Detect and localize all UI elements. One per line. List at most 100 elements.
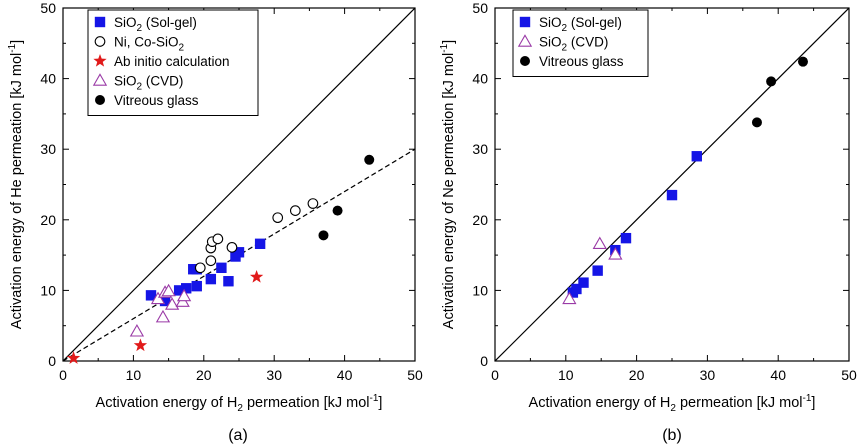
y-label-sup: -1 [7, 43, 18, 52]
parity-line [63, 8, 415, 361]
legend-marker [95, 95, 105, 105]
legend-marker [520, 56, 530, 66]
parity-line [495, 8, 849, 361]
legend-label: Vitreous glass [539, 54, 624, 69]
legend-label-sub: 2 [179, 43, 185, 54]
data-point [164, 297, 180, 310]
data-point [205, 255, 217, 267]
data-point [364, 154, 375, 165]
series-circle-open [194, 198, 319, 274]
x-label-sub: 2 [237, 403, 243, 414]
data-point [254, 238, 266, 250]
legend-marker [517, 34, 533, 47]
y-tick-label: 50 [40, 0, 56, 16]
data-point [216, 262, 227, 274]
legend-marker [519, 16, 531, 28]
x-tick-label: 40 [770, 367, 786, 383]
data-point [226, 241, 238, 253]
data-point [133, 338, 148, 352]
data-point [578, 277, 589, 288]
data-point [161, 283, 176, 297]
y-tick-label: 30 [472, 141, 488, 157]
data-point [181, 283, 192, 294]
legend-label-text: Ni, Co-SiO [114, 35, 179, 50]
legend-box [87, 9, 259, 116]
legend-label-rest: (CVD) [567, 35, 608, 50]
data-point [289, 205, 301, 216]
x-label-sup: -1 [803, 393, 812, 404]
data-point [205, 273, 217, 285]
legend-label: SiO2 (CVD) [114, 74, 183, 93]
legend-label: SiO2 (Sol-gel) [114, 15, 197, 34]
legend-label: SiO2 (Sol-gel) [539, 15, 622, 34]
data-point [751, 117, 762, 128]
data-point [592, 236, 607, 250]
legend-label-sub: 2 [137, 23, 143, 34]
x-label-end: ] [378, 395, 382, 411]
data-point [212, 233, 224, 245]
x-tick-label: 20 [196, 367, 212, 383]
legend-label-text: Ab initio calculation [114, 54, 230, 69]
y-label-sup: -1 [439, 43, 450, 52]
x-axis-label: Activation energy of H2 permeation [kJ m… [96, 393, 383, 414]
x-tick-label: 50 [407, 367, 423, 383]
y-tick-label: 20 [472, 212, 488, 228]
x-label-main: Activation energy of H [96, 395, 238, 411]
data-point [233, 247, 245, 258]
legend-marker [94, 36, 106, 47]
data-point [150, 291, 166, 305]
x-tick-label: 30 [266, 367, 282, 383]
y-tick-label: 50 [472, 0, 488, 16]
x-axis-label: Activation energy of H2 permeation [kJ m… [529, 393, 816, 414]
x-label-rest: permeation [kJ mol [676, 395, 803, 411]
legend-label: SiO2 (CVD) [539, 35, 608, 54]
series-star-filled [66, 269, 264, 364]
legend-label-text: SiO [114, 15, 137, 30]
y-tick-label: 0 [480, 353, 488, 369]
y-axis-label: Activation energy of Ne permeation [kJ m… [439, 40, 457, 329]
panel-caption: (a) [228, 427, 248, 444]
data-point [223, 276, 234, 287]
series-triangle-open [562, 236, 623, 305]
data-point [766, 76, 777, 87]
legend-label-text: SiO [114, 74, 137, 89]
y-tick-label: 0 [48, 353, 56, 369]
y-tick-label: 40 [472, 71, 488, 87]
x-tick-label: 20 [629, 367, 645, 383]
data-point [562, 291, 577, 305]
legend-label-text: SiO [539, 35, 562, 50]
legend-label-sub: 2 [562, 43, 568, 54]
legend-label: Ni, Co-SiO2 [114, 35, 185, 54]
data-point [592, 265, 603, 276]
legend-label: Ab initio calculation [114, 54, 230, 69]
legend-marker [94, 16, 106, 28]
legend-label-sub: 2 [562, 23, 568, 34]
y-tick-label: 40 [40, 71, 56, 87]
legend-label-sub: 2 [137, 82, 143, 93]
x-tick-label: 10 [126, 367, 142, 383]
legend-label-text: Vitreous glass [539, 54, 624, 69]
data-point [332, 205, 343, 216]
y-label-end: ] [441, 40, 457, 44]
data-point [159, 295, 171, 307]
series-triangle-open [129, 283, 192, 337]
series-circle-filled [318, 154, 375, 241]
x-label-rest: permeation [kJ mol [243, 395, 370, 411]
y-tick-label: 10 [40, 282, 56, 298]
plot-frame [62, 7, 416, 362]
series-square-filled [567, 151, 702, 298]
plot-frame [494, 7, 850, 362]
x-tick-label: 40 [337, 367, 353, 383]
legend-label-rest: (Sol-gel) [567, 15, 622, 30]
x-label-main: Activation energy of H [529, 395, 671, 411]
y-label-end: ] [9, 40, 25, 44]
x-tick-label: 30 [700, 367, 716, 383]
legend-label-text: SiO [539, 15, 562, 30]
fit-line-dashed [63, 148, 415, 361]
data-point [318, 230, 329, 241]
data-point [691, 151, 702, 162]
data-point [272, 212, 284, 224]
